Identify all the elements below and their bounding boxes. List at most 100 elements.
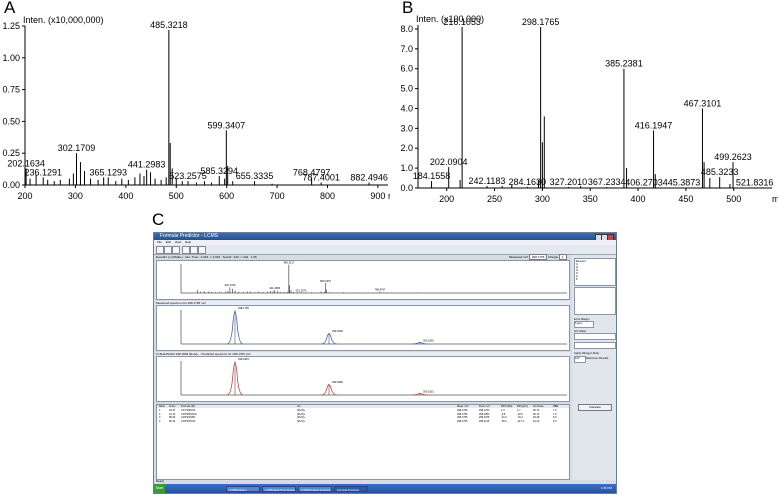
- peak-label: 655.3335: [236, 171, 274, 181]
- charge-select[interactable]: 1: [558, 254, 567, 260]
- table-cell: 3: [159, 416, 161, 420]
- table-cell: 298.1765: [457, 409, 468, 412]
- settings-panel: Element C H N O S P Error Margin 5 ppm H/C Rat…: [572, 255, 616, 480]
- max-results-label: Maximum Results: [586, 356, 609, 360]
- predicted-pane: 298.1863 299.1896 300.1922: [156, 356, 570, 402]
- y-tick-label: 6.0: [400, 64, 413, 74]
- element-row[interactable]: S: [576, 275, 578, 278]
- spectrum-chart-b: 0.0 1.0 2.0 3.0 4.0 5.0 6.0 7.0 8.0 200 250 300 350 4…: [400, 14, 778, 204]
- info-line: Event#1 (+) MS(E+) · Ret. Time : 2.915 -…: [156, 255, 257, 259]
- table-cell: 298.1765: [457, 412, 468, 416]
- taskbar-item-1[interactable]: LCMSsolution: [226, 485, 260, 492]
- overview-pane: 485.3217 599.3407 441.2983 302.1709 523.2575…: [156, 260, 570, 300]
- element-row[interactable]: C: [576, 263, 578, 266]
- menu-file[interactable]: File: [157, 240, 162, 244]
- calculate-button[interactable]: Calculate: [578, 404, 612, 411]
- print-icon[interactable]: [172, 246, 180, 254]
- peak-label: 302.1709: [58, 143, 96, 153]
- peak-label: 385.2381: [605, 59, 643, 69]
- predicted-isotope-plot: 298.1863 299.1896 300.1922: [180, 357, 567, 396]
- table-cell: 91.20: [533, 419, 540, 423]
- x-tick-label: 350: [583, 194, 598, 204]
- open-icon[interactable]: [156, 246, 164, 254]
- x-tick-label: 300: [68, 191, 83, 201]
- x-tick-label: 500: [169, 191, 184, 201]
- nitrogen-rule-checkbox[interactable]: Apply Nitrogen Rule: [574, 351, 599, 355]
- table-cell: -117.4: [517, 419, 524, 423]
- table-header[interactable]: Rank Score Formula (M) Ion Meas. m/z Pred. m/…: [157, 405, 569, 409]
- table-cell: 91.12: [169, 412, 176, 416]
- peak-label: 467.3101: [684, 98, 722, 108]
- table-row[interactable]: 1 94.37 C17H23NO3 [M+H]+ 298.1765 298.1751 1.4…: [157, 409, 569, 412]
- table-cell: 298.1975: [479, 416, 490, 420]
- y-tick-label: 3.0: [400, 123, 413, 133]
- peak-label: 367.2334: [588, 177, 626, 187]
- peak-label: 365.1293: [89, 167, 127, 177]
- toolbar: [154, 245, 616, 255]
- peak-label: 768.4797: [293, 167, 331, 177]
- save-icon[interactable]: [164, 246, 172, 254]
- table-cell: [M+H]+: [297, 416, 306, 420]
- panel-label-c: C: [152, 210, 165, 229]
- software-window: Formula Predictor - LCMS File Edit View …: [153, 232, 617, 494]
- element-row[interactable]: P: [576, 278, 578, 281]
- table-cell: 2: [159, 412, 161, 416]
- peak-label: 485.3218: [150, 20, 188, 30]
- y-tick-label: 1.0: [400, 163, 413, 173]
- y-axis-label: Inten. (x100,000): [416, 14, 484, 24]
- table-row[interactable]: 2 91.12 C16H23N3O2 [M+H]+ 298.1765 298.1863 -9…: [157, 413, 569, 416]
- zoom-icon[interactable]: [182, 246, 190, 254]
- peak-label: 787.4001: [302, 172, 340, 182]
- table-cell: DBE: [553, 405, 559, 408]
- table-row[interactable]: 4 80.44 C18H27NO2 [M+H]+ 298.1765 298.2115 -35…: [157, 420, 569, 423]
- panel-label-a: A: [4, 0, 16, 17]
- peak-label: 216.1053: [443, 17, 481, 27]
- table-cell: -32.9: [517, 412, 523, 416]
- cursor-icon[interactable]: [190, 246, 198, 254]
- menu-view[interactable]: View: [174, 240, 182, 244]
- tolerance-input[interactable]: 5 ppm: [574, 321, 594, 328]
- table-cell: 7.5: [553, 412, 557, 416]
- peak-label: 242.1183: [469, 176, 506, 186]
- ion-select[interactable]: [574, 342, 616, 349]
- mini-peak-label: 485.3217: [283, 261, 294, 265]
- table-cell: [M+H]+: [297, 419, 306, 423]
- table-cell: 96.72: [533, 409, 540, 412]
- table-cell: Score: [169, 405, 176, 408]
- start-button[interactable]: Start: [154, 484, 165, 493]
- table-cell: 4.7: [517, 409, 521, 412]
- measured-input[interactable]: 298.1765: [528, 254, 548, 260]
- menu-edit[interactable]: Edit: [165, 240, 171, 244]
- iso-peak-label: 300.1922: [423, 389, 434, 393]
- max-results-input[interactable]: 100: [574, 356, 586, 363]
- table-cell: 80.44: [169, 419, 176, 423]
- measured-pane: 298.1765 299.1800 300.1835: [156, 305, 570, 351]
- spectrum-chart-a: 0.00 0.25 0.50 0.75 1.00 1.25 200 300 400 500 600 7…: [2, 15, 390, 201]
- element-row[interactable]: O: [576, 272, 579, 275]
- mini-peak-label: 523.2575: [296, 288, 307, 292]
- table-cell: C17H23NO3: [181, 409, 196, 412]
- settings-icon[interactable]: [198, 246, 206, 254]
- y-tick-label: 5.0: [400, 84, 413, 94]
- table-cell: Iso Score: [533, 405, 544, 408]
- peak-label: 284.1630: [508, 177, 546, 187]
- table-cell: C16H23N3O2: [181, 412, 197, 416]
- taskbar-item-2[interactable]: LCMS Real Time Analysis: [262, 485, 296, 492]
- y-tick-label: 0.0: [400, 183, 413, 193]
- y-tick-label: 7.0: [400, 44, 413, 54]
- peak-label: 599.3407: [208, 120, 246, 130]
- x-tick-label: 500: [726, 194, 741, 204]
- predicted-caption: C16H24N3O2 298.1863 [M+H]+ : Predicted s…: [156, 352, 251, 356]
- table-cell: 298.1751: [479, 409, 490, 412]
- menu-help[interactable]: Help: [185, 240, 192, 244]
- element-row[interactable]: N: [576, 269, 578, 272]
- x-tick-label: 450: [678, 194, 693, 204]
- table-cell: [M+H]+: [297, 409, 306, 412]
- table-row[interactable]: 3 85.06 C15H21N5O [M+H]+ 298.1765 298.1975 -21…: [157, 416, 569, 419]
- hc-ratio-input[interactable]: [574, 333, 616, 340]
- taskbar-item-4[interactable]: Formula Predictor: [334, 485, 368, 492]
- element-row[interactable]: H: [576, 266, 578, 269]
- iso-peak-label: 299.1896: [332, 380, 343, 384]
- taskbar-item-3[interactable]: LCMS Postrun Analysis: [298, 485, 332, 492]
- table-cell: 4: [159, 419, 161, 423]
